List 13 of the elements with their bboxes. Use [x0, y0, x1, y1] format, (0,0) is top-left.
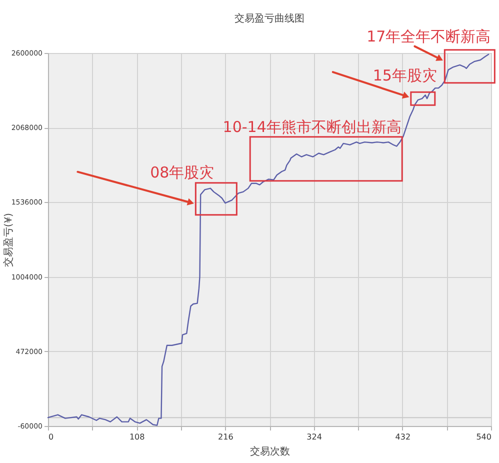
x-axis-title: 交易次数	[250, 446, 290, 458]
annotation: 10-14年熊市不断创出新高	[222, 118, 402, 136]
annotation: 08年股灾	[150, 163, 214, 182]
x-tick-label: 432	[395, 432, 411, 442]
x-tick-label: 324	[306, 432, 322, 442]
x-tick-label: 216	[218, 432, 234, 442]
y-axis-title: 交易盈亏(¥)	[2, 212, 14, 268]
chart-title: 交易盈亏曲线图	[234, 12, 304, 24]
annotation: 17年全年不断新高	[366, 27, 491, 46]
x-tick-label: 0	[48, 432, 54, 442]
x-tick-label: 540	[476, 432, 492, 442]
annotation: 15年股灾	[372, 66, 437, 85]
x-tick-label: 108	[129, 432, 145, 442]
